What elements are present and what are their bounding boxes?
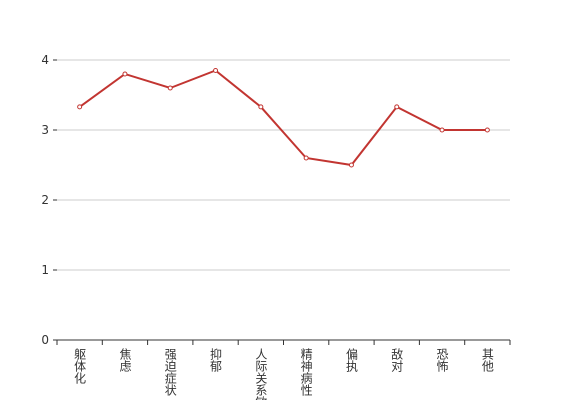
point	[348, 162, 354, 168]
y-tick-label: 4	[41, 53, 49, 67]
point	[303, 155, 309, 161]
x-tick-label: 焦虑	[118, 348, 132, 372]
x-tick-label: 精神病性	[299, 348, 313, 397]
point	[439, 127, 445, 133]
point	[213, 68, 219, 73]
point	[394, 104, 400, 110]
x-tick-label: 抑郁	[209, 347, 223, 373]
x-tick-label: 偏执	[344, 347, 358, 373]
point	[258, 104, 264, 110]
x-tick-label: 人际关系敏感	[254, 348, 268, 400]
x-tick-label: 躯体化	[73, 347, 87, 385]
point	[77, 104, 83, 110]
point	[484, 127, 490, 133]
x-tick-label: 其他	[480, 348, 494, 372]
point	[122, 71, 128, 77]
y-tick-label: 1	[41, 263, 49, 277]
y-tick-label: 2	[41, 193, 49, 207]
x-tick-label: 恐怖	[435, 348, 449, 372]
y-tick-label: 3	[41, 123, 49, 137]
line	[79, 69, 488, 167]
x-tick-label: 敌对	[390, 347, 404, 372]
x-tick-label: 强迫症状	[163, 348, 177, 396]
y-tick-label: 0	[41, 333, 49, 347]
point	[167, 85, 173, 91]
